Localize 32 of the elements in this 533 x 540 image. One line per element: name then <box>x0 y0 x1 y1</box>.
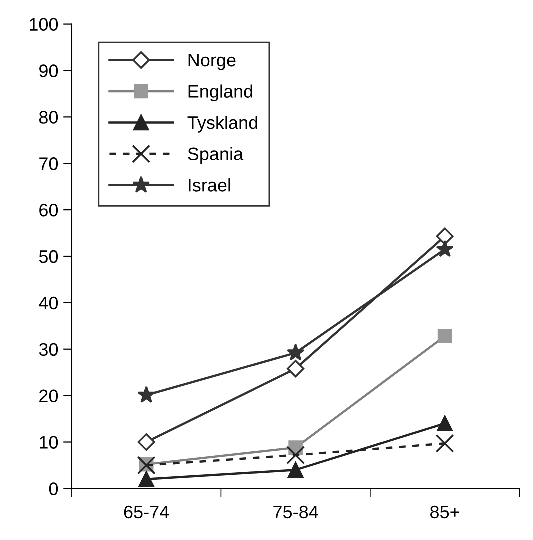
x-tick-label: 65-74 <box>124 506 170 519</box>
point <box>438 329 452 344</box>
y-tick-label: 20 <box>40 390 58 403</box>
point <box>138 472 154 488</box>
legend-label: England <box>188 84 252 102</box>
x-tick-label: 75-84 <box>274 506 318 519</box>
y-tick-label: 0 <box>49 482 58 496</box>
legend-label: Tyskland <box>188 116 258 133</box>
y-tick-label: 10 <box>40 436 58 449</box>
point <box>287 360 305 378</box>
point <box>138 434 156 452</box>
legend-label: Norge <box>188 54 236 70</box>
y-tick-label: 80 <box>39 111 58 124</box>
point <box>436 228 454 246</box>
y-tick-label: 90 <box>40 64 58 78</box>
point <box>137 456 156 475</box>
x-tick-label: 85+ <box>430 506 460 519</box>
y-tick-label: 70 <box>40 158 58 170</box>
y-tick-label: 50 <box>39 250 58 264</box>
point <box>436 434 454 453</box>
y-tick-label: 100 <box>30 18 58 32</box>
point <box>288 462 304 478</box>
point <box>437 416 453 432</box>
legend-label: Israel <box>189 178 230 192</box>
point <box>436 240 454 258</box>
y-tick-label: 30 <box>39 343 58 356</box>
point <box>286 446 306 464</box>
legend-label: Spania <box>188 147 244 164</box>
y-tick-label: 60 <box>40 204 58 217</box>
point <box>138 386 156 403</box>
y-tick-label: 40 <box>39 296 58 310</box>
point <box>286 344 305 361</box>
